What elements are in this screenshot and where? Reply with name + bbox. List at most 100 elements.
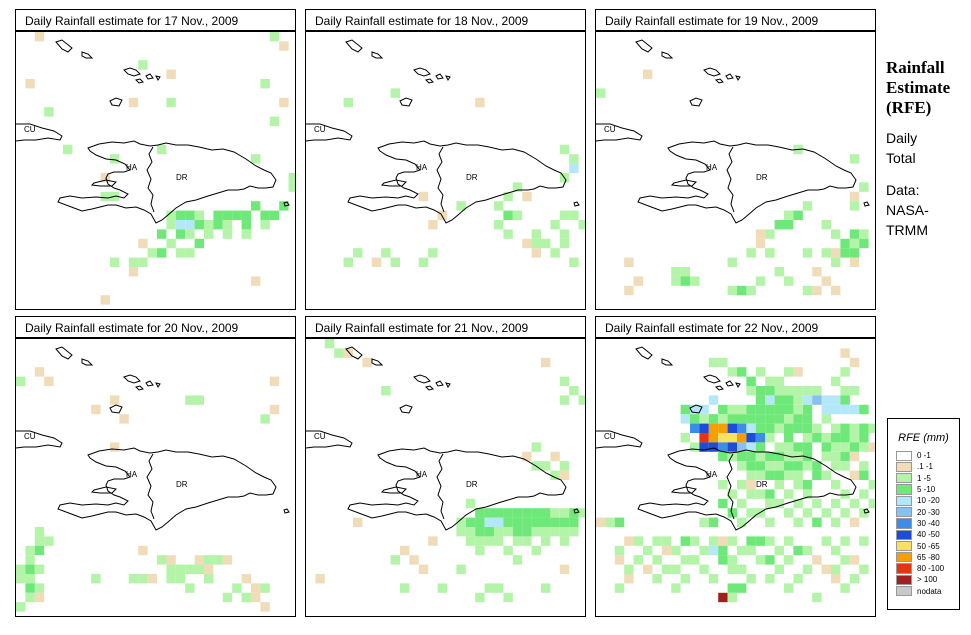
rainfall-cell bbox=[840, 404, 850, 415]
rainfall-cell bbox=[755, 433, 766, 443]
rainfall-cell bbox=[194, 220, 204, 230]
panel-title: Daily Rainfall estimate for 19 Nov., 200… bbox=[595, 9, 876, 31]
rainfall-cell bbox=[494, 201, 504, 211]
rainfall-cell bbox=[737, 480, 747, 490]
rainfall-cell bbox=[643, 564, 653, 574]
rainfall-cell bbox=[494, 583, 504, 593]
rainfall-cell bbox=[269, 32, 280, 42]
rainfall-cell bbox=[840, 386, 850, 396]
rainfall-cell bbox=[418, 191, 429, 202]
rainfall-cell bbox=[559, 517, 570, 527]
rainfall-cell bbox=[166, 555, 176, 565]
coastline bbox=[725, 380, 734, 387]
rainfall-cell bbox=[821, 442, 831, 452]
rainfall-cell bbox=[550, 451, 560, 462]
legend-item: 80 -100 bbox=[896, 563, 944, 574]
rainfall-cell bbox=[578, 220, 585, 230]
rainfall-map: CU HA DR bbox=[15, 31, 296, 310]
rainfall-cell bbox=[718, 592, 728, 603]
rainfall-cell bbox=[522, 191, 532, 202]
rainfall-cell bbox=[371, 257, 382, 267]
legend-swatch bbox=[896, 586, 912, 597]
legend-item: 65 -80 bbox=[896, 552, 944, 563]
rainfall-cell bbox=[793, 574, 803, 584]
rainfall-cell bbox=[44, 107, 54, 117]
rainfall-cell bbox=[746, 414, 756, 424]
rainfall-cell bbox=[362, 357, 372, 368]
map-canvas: CU HA DR bbox=[16, 32, 295, 305]
rainfall-cell bbox=[343, 97, 353, 108]
rainfall-cell bbox=[849, 248, 860, 258]
coastline bbox=[425, 78, 434, 84]
rainfall-cell bbox=[251, 583, 261, 593]
rainfall-cell bbox=[138, 574, 148, 584]
coastline bbox=[57, 140, 277, 224]
rainfall-cell bbox=[503, 527, 513, 537]
rainfall-cell bbox=[213, 210, 223, 220]
rainfall-cell bbox=[765, 451, 775, 462]
legend-item: 1 -5 bbox=[896, 473, 944, 484]
rainfall-cell bbox=[260, 583, 270, 593]
rainfall-cell bbox=[802, 201, 813, 211]
rainfall-cell bbox=[475, 536, 485, 546]
rainfall-cell bbox=[512, 517, 523, 527]
rainfall-map: CU HA DR bbox=[595, 31, 876, 310]
rainfall-cell bbox=[746, 376, 756, 386]
rainfall-cell bbox=[774, 386, 784, 396]
rainfall-cell bbox=[251, 592, 261, 603]
rainfall-cell bbox=[34, 592, 45, 603]
rainfall-cell bbox=[175, 229, 186, 239]
rainfall-cell bbox=[849, 470, 860, 480]
rainfall-cell bbox=[727, 592, 737, 603]
country-label-cu: CU bbox=[24, 432, 36, 441]
rainfall-cell bbox=[204, 574, 214, 584]
data-line: NASA- bbox=[886, 202, 929, 218]
rainfall-cell bbox=[849, 238, 860, 249]
country-label-cu: CU bbox=[604, 432, 616, 441]
rainfall-cell bbox=[859, 489, 869, 499]
coastline bbox=[16, 123, 63, 142]
rainfall-cell bbox=[569, 163, 579, 173]
coastline bbox=[436, 453, 445, 520]
rainfall-cell bbox=[559, 527, 570, 537]
rainfall-cell bbox=[765, 386, 775, 396]
rainfall-cell bbox=[708, 517, 719, 527]
rainfall-cell bbox=[755, 404, 766, 415]
rainfall-cell bbox=[512, 536, 523, 546]
rainfall-cell bbox=[661, 536, 672, 546]
rainfall-cell bbox=[690, 276, 700, 286]
rainfall-cell bbox=[746, 404, 756, 415]
rainfall-cell bbox=[484, 536, 494, 546]
country-label-ha: HA bbox=[126, 163, 138, 172]
rainfall-cell bbox=[624, 536, 634, 546]
rainfall-cell bbox=[269, 404, 280, 415]
coastline bbox=[573, 201, 580, 207]
rainfall-cell bbox=[718, 536, 728, 546]
rainfall-cell bbox=[849, 517, 860, 527]
rainfall-cell bbox=[166, 238, 176, 249]
rainfall-cell bbox=[784, 395, 794, 405]
coastline bbox=[435, 73, 444, 80]
rainfall-cell bbox=[746, 574, 756, 584]
rainfall-cell bbox=[503, 592, 513, 603]
coastline bbox=[345, 39, 363, 53]
coastline bbox=[109, 404, 123, 414]
rainfall-cell bbox=[840, 508, 850, 518]
rainfall-cell bbox=[269, 210, 280, 220]
coastline bbox=[380, 486, 408, 494]
rainfall-cell bbox=[849, 451, 860, 462]
rainfall-cell bbox=[624, 564, 634, 574]
rainfall-cell bbox=[737, 583, 747, 593]
rainfall-cell bbox=[652, 555, 662, 565]
rfe-title: Rainfall Estimate (RFE) bbox=[886, 58, 966, 118]
coastline bbox=[436, 146, 445, 213]
rainfall-cell bbox=[755, 536, 766, 546]
rainfall-cell bbox=[708, 442, 719, 452]
rfe-title-line: Estimate bbox=[886, 78, 951, 97]
rainfall-cell bbox=[34, 527, 45, 537]
map-canvas: CU HA DR bbox=[596, 346, 875, 603]
coastline bbox=[90, 179, 118, 187]
rainfall-cell bbox=[475, 545, 485, 556]
rainfall-cell bbox=[812, 285, 822, 296]
rainfall-cell bbox=[512, 210, 523, 220]
